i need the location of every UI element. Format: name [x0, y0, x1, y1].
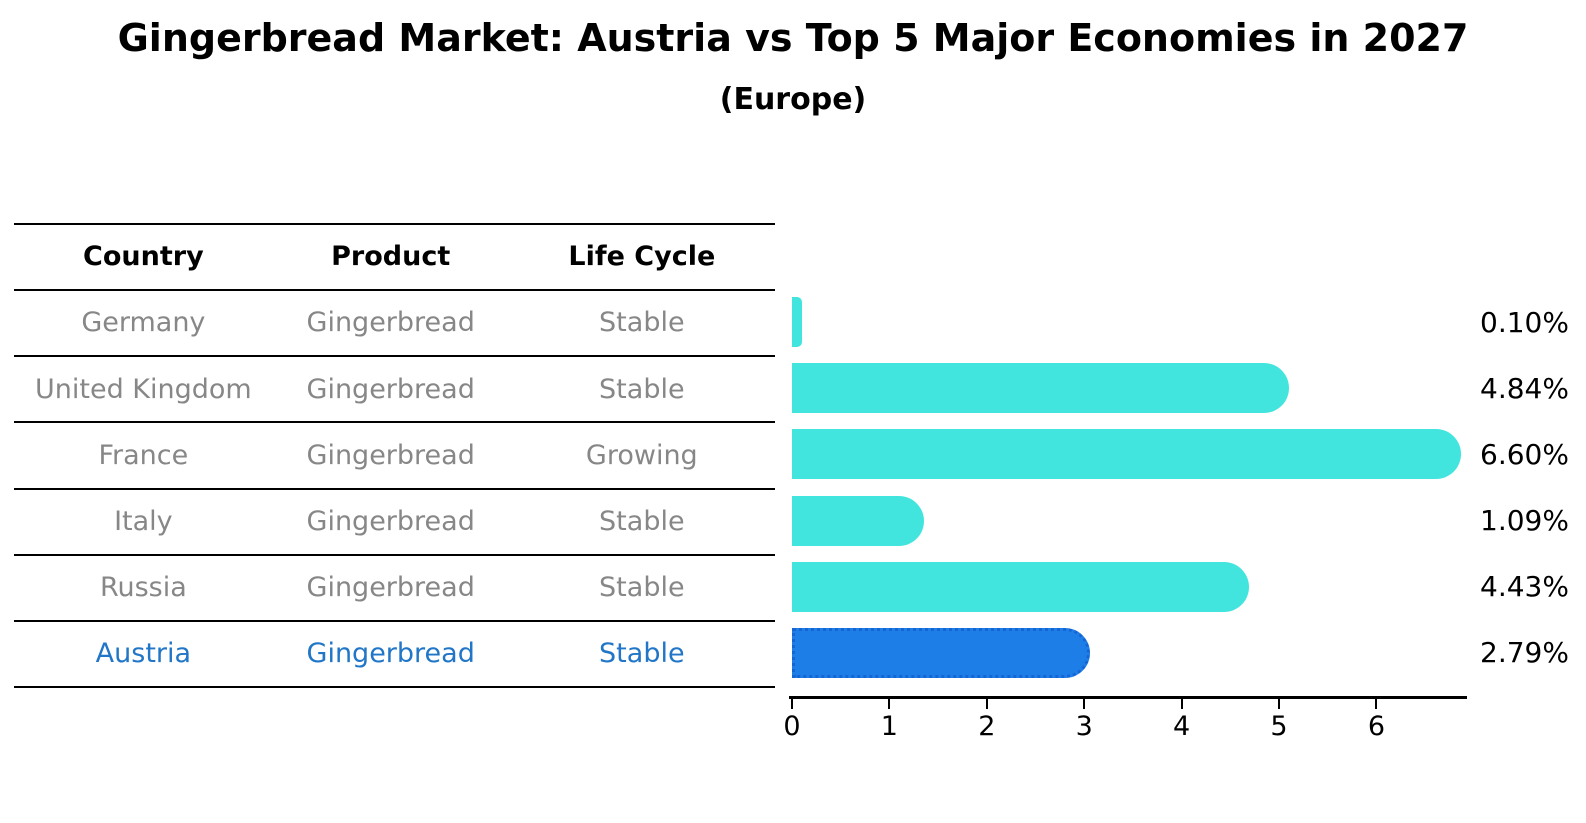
chart-subtitle: (Europe) — [719, 82, 867, 117]
x-axis-tick-label: 2 — [978, 711, 996, 742]
table-row: Austria Gingerbread Stable — [14, 622, 775, 688]
table-cell-product: Gingerbread — [306, 439, 475, 471]
table-row: Russia Gingerbread Stable — [14, 556, 775, 622]
column-header-product: Product — [331, 241, 451, 273]
table-cell-life-cycle: Stable — [599, 307, 685, 339]
table-cell-life-cycle: Growing — [585, 439, 698, 471]
bar-row — [792, 554, 1467, 620]
value-label: 2.79% — [1480, 636, 1569, 670]
table-cell-product: Gingerbread — [306, 638, 475, 670]
bar-united-kingdom — [792, 363, 1290, 414]
table-cell-country: Russia — [99, 571, 187, 603]
x-axis-tick — [1375, 699, 1378, 709]
table-cell-country: France — [98, 439, 189, 471]
column-header-life-cycle: Life Cycle — [568, 241, 716, 273]
table-cell-country: Austria — [95, 638, 192, 670]
x-axis-tick-label: 5 — [1270, 711, 1288, 742]
table-cell-life-cycle: Stable — [599, 373, 685, 405]
x-axis-tick-label: 4 — [1173, 711, 1191, 742]
bar-row — [792, 488, 1467, 554]
bar-chart-area — [792, 289, 1467, 686]
bar-row — [792, 355, 1467, 421]
value-label: 4.84% — [1480, 371, 1569, 405]
bar-row — [792, 421, 1467, 487]
value-label: 0.10% — [1480, 305, 1569, 339]
column-header-country: Country — [83, 241, 204, 273]
table-row: Italy Gingerbread Stable — [14, 490, 775, 556]
x-axis-tick — [791, 699, 793, 709]
x-axis-tick — [985, 699, 988, 709]
x-axis-line — [789, 696, 1467, 699]
table-cell-product: Gingerbread — [306, 571, 475, 603]
value-label: 1.09% — [1480, 504, 1569, 538]
table-cell-life-cycle: Stable — [599, 505, 685, 537]
table-cell-country: Italy — [114, 505, 173, 537]
chart-title: Gingerbread Market: Austria vs Top 5 Maj… — [117, 16, 1469, 60]
x-axis-tick — [1180, 699, 1183, 709]
x-axis-tick — [1083, 699, 1086, 709]
value-label: 4.43% — [1480, 570, 1569, 604]
x-axis-tick-label: 1 — [880, 711, 898, 742]
x-axis-tick-label: 6 — [1367, 711, 1385, 742]
table-cell-life-cycle: Stable — [599, 638, 685, 670]
bar-france — [792, 429, 1461, 480]
x-axis-tick — [888, 699, 891, 709]
table-row: Germany Gingerbread Stable — [14, 291, 775, 358]
bar-russia — [792, 561, 1250, 612]
table-cell-life-cycle: Stable — [599, 571, 685, 603]
value-labels: 0.10% 4.84% 6.60% 1.09% 4.43% 2.79% — [1480, 289, 1586, 686]
x-axis-tick-label: 3 — [1075, 711, 1093, 742]
table-row: France Gingerbread Growing — [14, 423, 775, 490]
table-cell-country: United Kingdom — [35, 373, 252, 405]
value-label: 6.60% — [1480, 437, 1569, 471]
bar-row — [792, 620, 1467, 686]
bar-austria — [792, 627, 1090, 678]
table-header-row: Country Product Life Cycle — [14, 225, 775, 292]
x-axis-tick — [1278, 699, 1280, 709]
table-cell-product: Gingerbread — [306, 505, 475, 537]
bar-row — [792, 289, 1467, 355]
x-axis-tick-label: 0 — [783, 711, 801, 742]
table-cell-product: Gingerbread — [306, 307, 475, 339]
table-row: United Kingdom Gingerbread Stable — [14, 357, 775, 424]
table-cell-product: Gingerbread — [306, 373, 475, 405]
bar-germany — [792, 297, 802, 348]
x-axis: 0 1 2 3 4 5 6 — [783, 699, 1467, 749]
table-cell-country: Germany — [81, 307, 206, 339]
country-table: Country Product Life Cycle Germany Ginger… — [14, 223, 775, 688]
bar-italy — [792, 495, 925, 546]
